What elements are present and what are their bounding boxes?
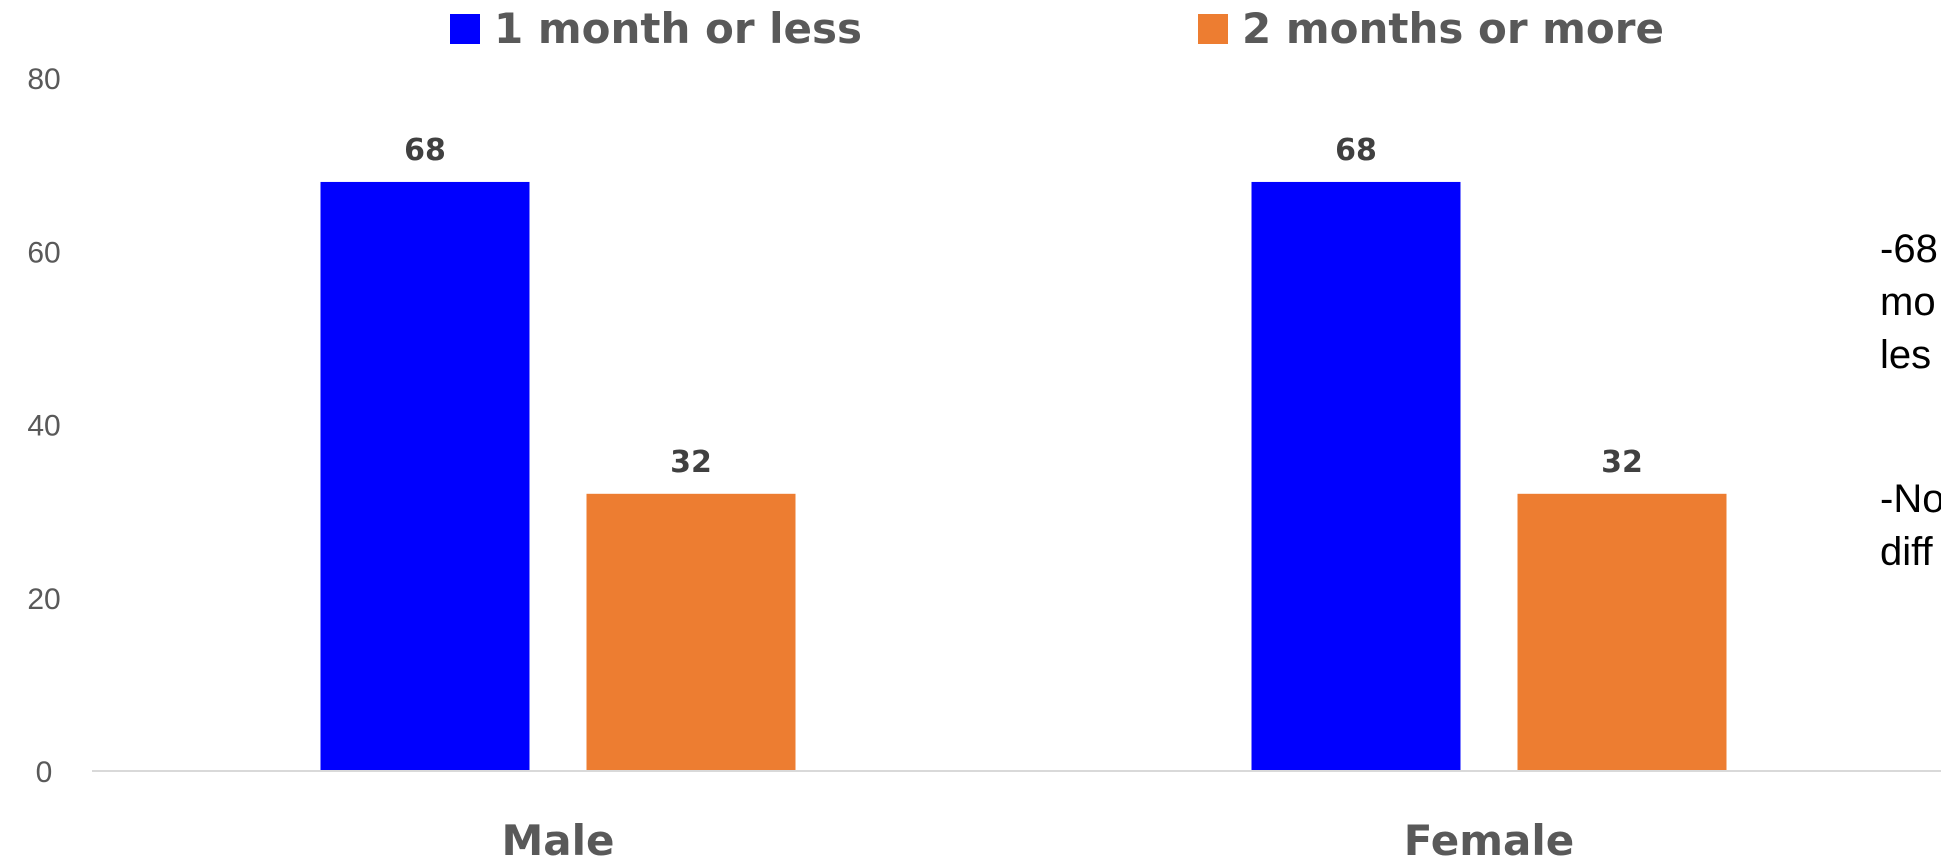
x-tick-label: Female — [1404, 816, 1574, 860]
data-label: 32 — [670, 445, 712, 480]
y-axis: 0 20 40 60 80 — [27, 63, 60, 789]
data-label: 68 — [1335, 133, 1377, 168]
y-tick-label: 80 — [27, 63, 60, 96]
y-tick-label: 20 — [27, 583, 60, 616]
bar — [586, 493, 796, 771]
bar-series — [320, 181, 1727, 771]
legend-swatch — [1198, 14, 1228, 44]
bar — [1517, 493, 1727, 771]
x-tick-label: Male — [501, 816, 614, 860]
bar — [320, 181, 530, 771]
data-label: 32 — [1601, 445, 1643, 480]
x-axis: Male Female — [92, 770, 1941, 860]
legend-label: 2 months or more — [1242, 4, 1664, 53]
chart-legend: 1 month or less 2 months or more — [450, 4, 1664, 53]
side-notes: -68 mo les -No diff — [1880, 170, 1941, 670]
y-tick-label: 40 — [27, 410, 60, 443]
data-label: 68 — [404, 133, 446, 168]
bar — [1251, 181, 1461, 771]
y-tick-label: 0 — [36, 756, 53, 789]
side-note-2: -No diff — [1880, 477, 1941, 574]
side-note-1: -68 mo les — [1880, 227, 1938, 377]
legend-label: 1 month or less — [494, 4, 862, 53]
data-labels: 68 68 32 32 — [404, 133, 1643, 480]
legend-swatch — [450, 14, 480, 44]
y-tick-label: 60 — [27, 236, 60, 269]
